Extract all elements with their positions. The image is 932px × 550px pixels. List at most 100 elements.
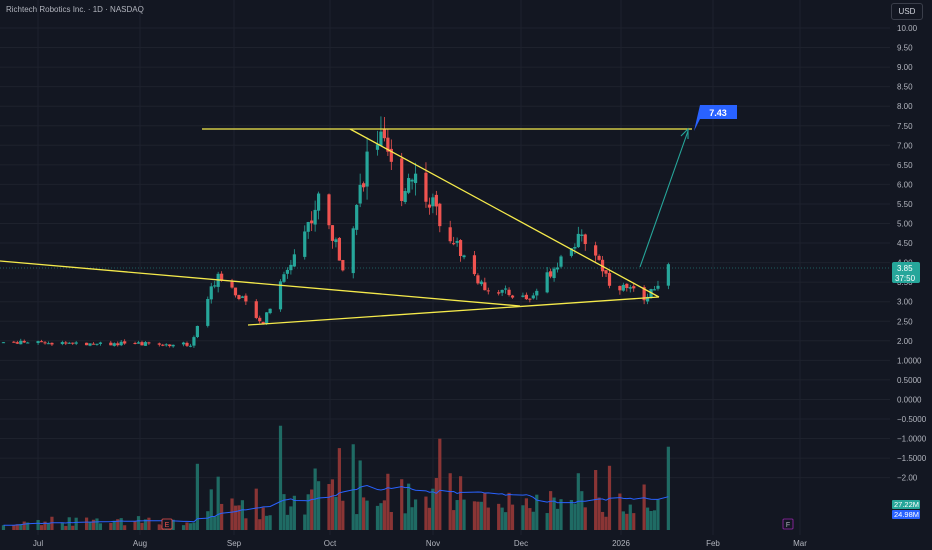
trendline-resistance[interactable] xyxy=(349,128,660,298)
volume-bar xyxy=(244,518,248,530)
time-tick-label: Oct xyxy=(324,539,337,548)
volume-bar xyxy=(583,507,587,530)
candle-body xyxy=(268,308,272,314)
volume-bar xyxy=(19,524,23,530)
future-event-marker[interactable]: F xyxy=(782,518,794,530)
volume-bar xyxy=(500,507,504,530)
candle-body xyxy=(580,234,584,236)
volume-bar xyxy=(206,511,210,530)
price-tick-label: 1.0000 xyxy=(897,356,922,365)
candle-body xyxy=(209,286,213,300)
earnings-marker[interactable]: E xyxy=(161,518,173,530)
volume-bar xyxy=(645,507,650,530)
candle-body xyxy=(438,203,442,227)
volume-bar xyxy=(649,510,653,530)
volume-bar xyxy=(400,479,404,530)
candle-body xyxy=(483,282,487,291)
time-axis[interactable]: Jul Aug Sep Oct Nov Dec 2026 Feb Mar xyxy=(33,539,807,548)
candle-body xyxy=(265,312,269,324)
volume-bar xyxy=(618,493,622,530)
candle-body xyxy=(98,342,103,344)
volume-bar xyxy=(483,492,487,530)
volume-bar xyxy=(365,500,369,530)
volume-bar xyxy=(181,525,186,530)
candle-body xyxy=(282,274,286,282)
volume-bar xyxy=(479,501,483,530)
volume-bar xyxy=(455,500,459,530)
volume-bar xyxy=(67,517,71,530)
volume-moving-average xyxy=(3,485,669,526)
candle-body xyxy=(504,288,508,290)
volume-bar xyxy=(535,494,539,530)
volume-bar xyxy=(559,499,563,530)
candle-body xyxy=(358,184,362,204)
candle-body xyxy=(123,341,127,344)
svg-text:F: F xyxy=(786,522,790,529)
trendline-long-term[interactable] xyxy=(0,260,521,307)
volume-bar xyxy=(240,500,245,530)
candle-body xyxy=(379,131,383,147)
candle-body xyxy=(486,290,490,292)
price-axis[interactable]: 10.00 9.50 9.00 8.50 8.00 7.50 7.00 6.50 6.00 5.5… xyxy=(890,0,932,550)
volume-bar xyxy=(39,525,44,530)
candle-body xyxy=(261,321,265,324)
candle-body xyxy=(510,295,515,298)
candle-body xyxy=(407,178,411,193)
candle-body xyxy=(327,194,331,226)
volume-bar xyxy=(192,522,196,530)
candle-body xyxy=(74,342,78,344)
volume-bar xyxy=(452,510,456,530)
candlestick-series xyxy=(1,116,670,348)
currency-button[interactable]: USD xyxy=(891,3,923,20)
volume-bar xyxy=(95,518,99,530)
candle-body xyxy=(161,344,165,346)
volume-bar xyxy=(282,494,286,530)
candle-body xyxy=(552,268,556,279)
projection-arrowhead xyxy=(680,127,689,139)
volume-bar xyxy=(555,508,560,530)
trendline-drawings[interactable]: 7.43 xyxy=(0,105,737,326)
candle-body xyxy=(310,220,314,224)
candle-body xyxy=(337,237,341,261)
candle-body xyxy=(164,344,168,346)
volume-bar xyxy=(88,522,92,530)
price-tick-label: 8.50 xyxy=(897,83,913,92)
price-tick-label: 9.00 xyxy=(897,63,913,72)
volume-bar xyxy=(379,503,383,530)
candle-body xyxy=(171,344,175,347)
volume-bar xyxy=(220,503,224,530)
target-label[interactable]: 7.43 xyxy=(694,105,737,131)
candle-body xyxy=(645,296,650,302)
candle-body xyxy=(116,343,120,346)
candle-body xyxy=(230,281,234,288)
candle-body xyxy=(12,341,16,343)
candle-body xyxy=(625,283,629,289)
volume-bar xyxy=(632,513,636,530)
candle-body xyxy=(143,342,148,346)
price-tick-label: −1.5000 xyxy=(897,454,927,463)
volume-bar xyxy=(91,519,96,530)
candle-body xyxy=(600,259,605,272)
volume-bar xyxy=(666,446,670,530)
trendline-support[interactable] xyxy=(247,296,660,326)
candle-body xyxy=(400,158,404,202)
candle-body xyxy=(476,275,480,284)
time-tick-label: 2026 xyxy=(612,539,630,548)
projection-arrow[interactable] xyxy=(639,130,689,268)
last-price-badge xyxy=(892,262,920,283)
candle-body xyxy=(213,285,217,287)
candle-body xyxy=(500,289,504,293)
candle-body xyxy=(192,337,196,346)
candle-body xyxy=(413,173,418,184)
candle-body xyxy=(19,340,23,345)
volume-bar xyxy=(362,497,366,530)
volume-bar xyxy=(233,505,238,530)
volume-bar xyxy=(524,498,528,530)
candle-body xyxy=(334,239,338,243)
candle-body xyxy=(316,193,321,211)
candle-body xyxy=(46,343,51,345)
candle-body xyxy=(60,342,64,345)
candle-body xyxy=(427,204,432,208)
price-tick-label: 4.50 xyxy=(897,239,913,248)
